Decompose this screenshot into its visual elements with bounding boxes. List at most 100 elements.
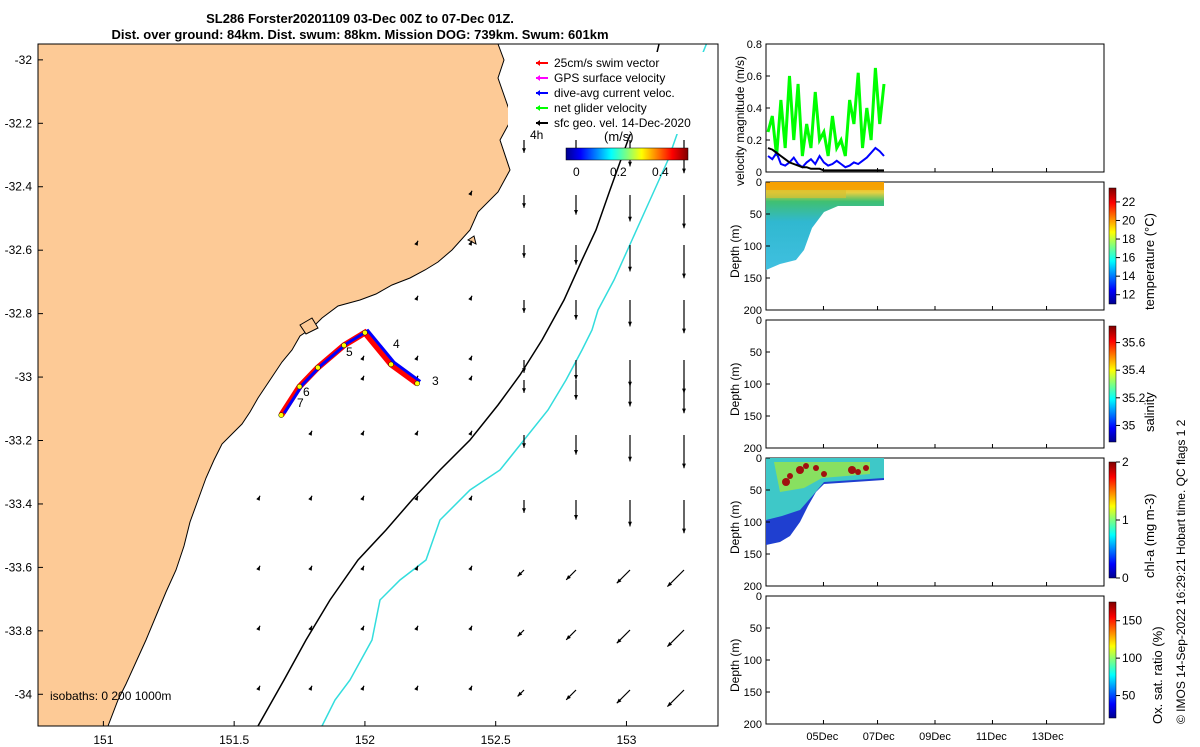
current-arrowhead bbox=[566, 695, 571, 700]
oxygen-cbar-tick: 150 bbox=[1122, 614, 1142, 628]
map-colorbar-tick-1: 0.2 bbox=[610, 165, 627, 179]
velocity-ytick: 0 bbox=[756, 167, 762, 179]
map-ytick-label: -33 bbox=[15, 370, 33, 384]
current-arrowhead bbox=[522, 148, 526, 153]
current-arrowhead bbox=[574, 314, 578, 320]
salinity-cbar-tick: 35.6 bbox=[1122, 336, 1146, 350]
current-arrowhead bbox=[308, 625, 312, 631]
current-arrowhead bbox=[574, 374, 578, 380]
current-arrowhead bbox=[667, 581, 673, 587]
current-arrowhead bbox=[574, 449, 578, 455]
track-point bbox=[278, 412, 284, 418]
current-arrowhead bbox=[522, 388, 526, 393]
current-arrowhead bbox=[468, 685, 472, 691]
map-xtick-label: 152.5 bbox=[481, 733, 511, 747]
oxygen-ytick: 0 bbox=[756, 591, 762, 603]
oxygen-colorbar bbox=[1108, 601, 1117, 719]
current-arrowhead bbox=[468, 565, 472, 571]
temperature-ytick: 150 bbox=[744, 273, 762, 285]
current-arrowhead bbox=[517, 571, 523, 577]
current-arrowhead bbox=[360, 355, 364, 361]
current-arrowhead bbox=[522, 368, 526, 373]
temperature-ytick: 200 bbox=[744, 305, 762, 317]
salinity-cbar-tick: 35.4 bbox=[1122, 363, 1146, 377]
current-arrowhead bbox=[628, 321, 632, 327]
temperature-cbar-label: temperature (°C) bbox=[1142, 213, 1157, 310]
velocity-ytick: 0.4 bbox=[747, 103, 762, 115]
chla-colorbar bbox=[1108, 461, 1117, 579]
current-arrowhead bbox=[667, 701, 673, 707]
oxygen-cbar-label: Ox. sat. ratio (%) bbox=[1150, 626, 1165, 724]
map-ytick-label: -33.4 bbox=[5, 497, 33, 511]
current-arrowhead bbox=[522, 508, 526, 513]
current-arrowhead bbox=[414, 565, 418, 571]
temperature-cbar-tick: 16 bbox=[1122, 251, 1136, 265]
temperature-cbar-tick: 14 bbox=[1122, 269, 1136, 283]
chla-ytick: 150 bbox=[744, 549, 762, 561]
current-arrowhead bbox=[628, 266, 632, 272]
isobaths-label: isobaths: 0 200 1000m bbox=[50, 689, 172, 703]
current-arrowhead bbox=[574, 209, 578, 215]
current-arrowhead bbox=[414, 355, 418, 361]
temperature-cbar-tick: 18 bbox=[1122, 232, 1136, 246]
current-arrowhead bbox=[566, 575, 571, 580]
oxygen-ylabel: Depth (m) bbox=[728, 638, 742, 692]
current-arrowhead bbox=[517, 691, 523, 697]
temperature-ylabel: Depth (m) bbox=[728, 224, 742, 278]
current-arrowhead bbox=[414, 625, 418, 631]
map-xtick-label: 151.5 bbox=[219, 733, 249, 747]
salinity-ytick: 0 bbox=[756, 315, 762, 327]
legend-entry: sfc geo. vel. 14-Dec-2020 bbox=[554, 116, 691, 130]
chla-cbar-label: chl-a (mg m-3) bbox=[1142, 493, 1157, 578]
isobath-1000 bbox=[321, 44, 708, 726]
map-xtick-label: 153 bbox=[616, 733, 636, 747]
current-arrowhead bbox=[468, 190, 472, 196]
isobath-200 bbox=[257, 44, 660, 726]
map-ytick-label: -33.6 bbox=[5, 560, 33, 574]
current-arrowhead bbox=[360, 565, 364, 571]
current-arrowhead bbox=[628, 216, 632, 222]
salinity-ytick: 150 bbox=[744, 411, 762, 423]
current-arrowhead bbox=[360, 430, 364, 436]
day-marker-3: 3 bbox=[432, 374, 439, 388]
map-ytick-label: -32.4 bbox=[5, 180, 33, 194]
velocity-ytick: 0.6 bbox=[747, 71, 762, 83]
time-xtick: 11Dec bbox=[976, 731, 1007, 743]
temperature-section bbox=[766, 182, 884, 270]
day-marker-7: 7 bbox=[297, 396, 304, 410]
velocity-ytick: 0.8 bbox=[747, 39, 762, 51]
current-arrowhead bbox=[360, 495, 364, 501]
current-arrowhead bbox=[308, 430, 312, 436]
salinity-cbar-tick: 35 bbox=[1122, 418, 1136, 432]
temperature-ytick: 0 bbox=[756, 177, 762, 189]
temperature-colorbar bbox=[1108, 187, 1117, 305]
map-colorbar-tick-0: 0 bbox=[573, 165, 580, 179]
chart-title-line2: Dist. over ground: 84km. Dist. swum: 88k… bbox=[111, 27, 609, 42]
current-arrowhead bbox=[517, 631, 523, 637]
current-arrowhead bbox=[616, 578, 622, 584]
current-arrowhead bbox=[682, 223, 686, 229]
current-arrowhead bbox=[360, 375, 364, 381]
current-arrowhead bbox=[628, 161, 632, 167]
salinity-cbar-label: salinity bbox=[1142, 392, 1157, 432]
current-arrowhead bbox=[468, 375, 472, 381]
chla-ytick: 0 bbox=[756, 453, 762, 465]
current-arrowhead bbox=[574, 259, 578, 265]
current-arrowhead bbox=[360, 685, 364, 691]
legend-entry: net glider velocity bbox=[554, 101, 647, 115]
current-arrowhead bbox=[468, 295, 472, 301]
day-marker-4: 4 bbox=[393, 337, 400, 351]
current-arrowhead bbox=[616, 638, 622, 644]
footer-note: © IMOS 14-Sep-2022 16:29:21 Hobart time.… bbox=[1174, 419, 1188, 724]
map-figure: -32 -32.2 -32.4 -32.6 -32.8 -33 -33.2 -33.4 -33.… bbox=[5, 43, 719, 747]
chla-ytick: 100 bbox=[744, 517, 762, 529]
current-track bbox=[282, 328, 422, 414]
speed-colorbar bbox=[565, 147, 689, 161]
map-time-label: 4h bbox=[530, 128, 544, 142]
track-point bbox=[296, 383, 303, 390]
map-ytick-label: -32 bbox=[15, 53, 33, 67]
temperature-cbar-tick: 22 bbox=[1122, 195, 1136, 209]
map-ytick-label: -33.8 bbox=[5, 624, 33, 638]
current-arrowhead bbox=[682, 528, 686, 534]
current-arrowhead bbox=[468, 355, 472, 361]
